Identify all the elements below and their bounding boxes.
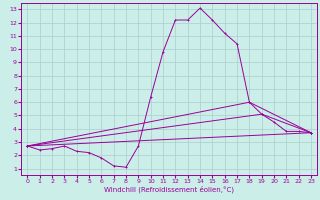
X-axis label: Windchill (Refroidissement éolien,°C): Windchill (Refroidissement éolien,°C) [104,186,234,193]
